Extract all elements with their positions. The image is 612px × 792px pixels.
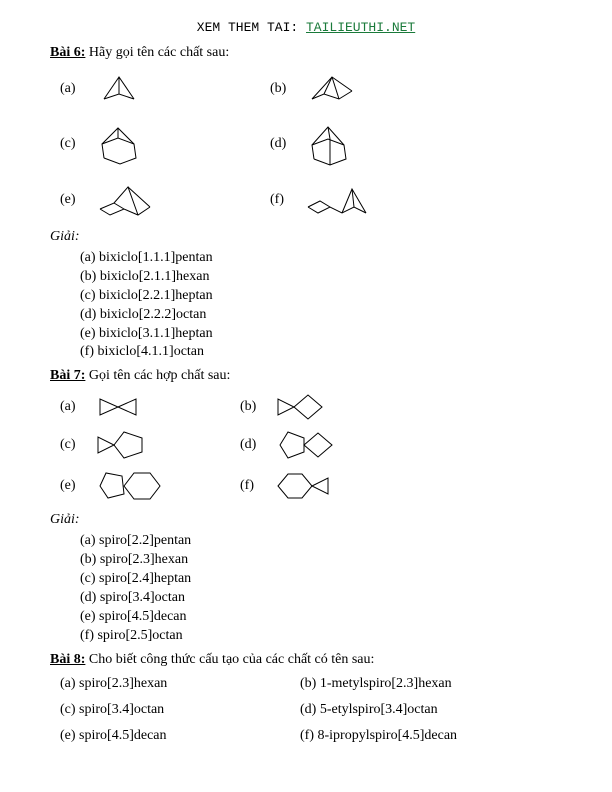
bai7-answer: (b) spiro[2.3]hexan	[80, 551, 562, 570]
bai8-item: (b) 1-metylspiro[2.3]hexan	[300, 676, 530, 692]
bai6-label: Bài 6:	[50, 45, 85, 60]
bai8-item: (f) 8-ipropylspiro[4.5]decan	[300, 728, 530, 744]
bai6-item-label: (b)	[270, 81, 294, 97]
bai7-cell-d: (d)	[240, 428, 410, 462]
bai8-item: (a) spiro[2.3]hexan	[60, 676, 290, 692]
spiro-23-hexane-icon	[274, 392, 328, 422]
bai6-item-label: (f)	[270, 192, 294, 208]
spiro-45-decan-icon	[94, 468, 164, 504]
bai6-item-label: (a)	[60, 81, 84, 97]
spiro-22-pentane-icon	[94, 393, 142, 421]
bai7-cell-a: (a)	[60, 392, 230, 422]
bai7-cell-e: (e)	[60, 468, 230, 504]
bai7-title: Bài 7: Gọi tên các hợp chất sau:	[50, 368, 562, 384]
bai6-answer: (d) bixiclo[2.2.2]octan	[80, 306, 562, 325]
bai8-title: Bài 8: Cho biết công thức cấu tạo của cá…	[50, 652, 562, 668]
bai6-answers: (a) bixiclo[1.1.1]pentan (b) bixiclo[2.1…	[80, 249, 562, 362]
bai7-item-label: (f)	[240, 478, 264, 494]
bai7-answer: (d) spiro[3.4]octan	[80, 589, 562, 608]
spiro-24-heptane-icon	[94, 428, 152, 462]
bai6-cell-f: (f)	[270, 179, 470, 221]
bai6-title: Bài 6: Hãy gọi tên các chất sau:	[50, 45, 562, 61]
bicyclo-222-octane-icon	[304, 119, 359, 169]
bai7-item-label: (a)	[60, 399, 84, 415]
bicyclo-311-heptane-icon	[94, 179, 159, 221]
bai6-item-label: (c)	[60, 136, 84, 152]
header-link[interactable]: TAILIEUTHI.NET	[306, 20, 415, 35]
bai7-answer: (f) spiro[2.5]octan	[80, 627, 562, 646]
bai8-prompt: Cho biết công thức cấu tạo của các chất …	[85, 652, 374, 667]
bai7-answer: (e) spiro[4.5]decan	[80, 608, 562, 627]
bicyclo-111-pentane-icon	[94, 69, 144, 109]
bai6-structures: (a) (b) (c)	[60, 69, 562, 221]
bai7-cell-c: (c)	[60, 428, 230, 462]
spiro-34-octane-icon	[274, 428, 338, 462]
bai7-cell-b: (b)	[240, 392, 410, 422]
bicyclo-211-hexane-icon	[304, 69, 359, 109]
bai6-cell-e: (e)	[60, 179, 260, 221]
bai6-answer: (a) bixiclo[1.1.1]pentan	[80, 249, 562, 268]
spiro-25-octane-icon	[274, 469, 336, 503]
bai6-item-label: (d)	[270, 136, 294, 152]
bai6-giai: Giải:	[50, 229, 562, 245]
bai7-prompt: Gọi tên các hợp chất sau:	[85, 368, 230, 383]
bai8-item: (e) spiro[4.5]decan	[60, 728, 290, 744]
bai6-cell-b: (b)	[270, 69, 470, 109]
bai6-cell-a: (a)	[60, 69, 260, 109]
bai7-answers: (a) spiro[2.2]pentan (b) spiro[2.3]hexan…	[80, 532, 562, 645]
bai6-prompt: Hãy gọi tên các chất sau:	[85, 45, 229, 60]
bai7-item-label: (e)	[60, 478, 84, 494]
page-header: XEM THEM TAI: TAILIEUTHI.NET	[50, 20, 562, 35]
bai8-item: (c) spiro[3.4]octan	[60, 702, 290, 718]
header-prefix: XEM THEM TAI:	[197, 20, 306, 35]
bai6-answer: (f) bixiclo[4.1.1]octan	[80, 343, 562, 362]
bai7-label: Bài 7:	[50, 368, 85, 383]
bai8-item: (d) 5-etylspiro[3.4]octan	[300, 702, 530, 718]
bai7-answer: (c) spiro[2.4]heptan	[80, 570, 562, 589]
bai7-giai: Giải:	[50, 512, 562, 528]
bai6-cell-d: (d)	[270, 119, 470, 169]
bai7-cell-f: (f)	[240, 468, 410, 504]
bicyclo-221-heptane-icon	[94, 120, 149, 168]
bai8-items: (a) spiro[2.3]hexan (b) 1-metylspiro[2.3…	[60, 676, 562, 744]
bai6-item-label: (e)	[60, 192, 84, 208]
bai7-item-label: (c)	[60, 437, 84, 453]
bai7-structures: (a) (b) (c)	[60, 392, 562, 504]
bai8-label: Bài 8:	[50, 652, 85, 667]
bai7-item-label: (d)	[240, 437, 264, 453]
bai6-answer: (b) bixiclo[2.1.1]hexan	[80, 268, 562, 287]
bicyclo-411-octane-icon	[304, 179, 376, 221]
bai6-cell-c: (c)	[60, 119, 260, 169]
page: XEM THEM TAI: TAILIEUTHI.NET Bài 6: Hãy …	[0, 0, 612, 764]
bai6-answer: (e) bixiclo[3.1.1]heptan	[80, 325, 562, 344]
bai6-answer: (c) bixiclo[2.2.1]heptan	[80, 287, 562, 306]
bai7-answer: (a) spiro[2.2]pentan	[80, 532, 562, 551]
bai7-item-label: (b)	[240, 399, 264, 415]
